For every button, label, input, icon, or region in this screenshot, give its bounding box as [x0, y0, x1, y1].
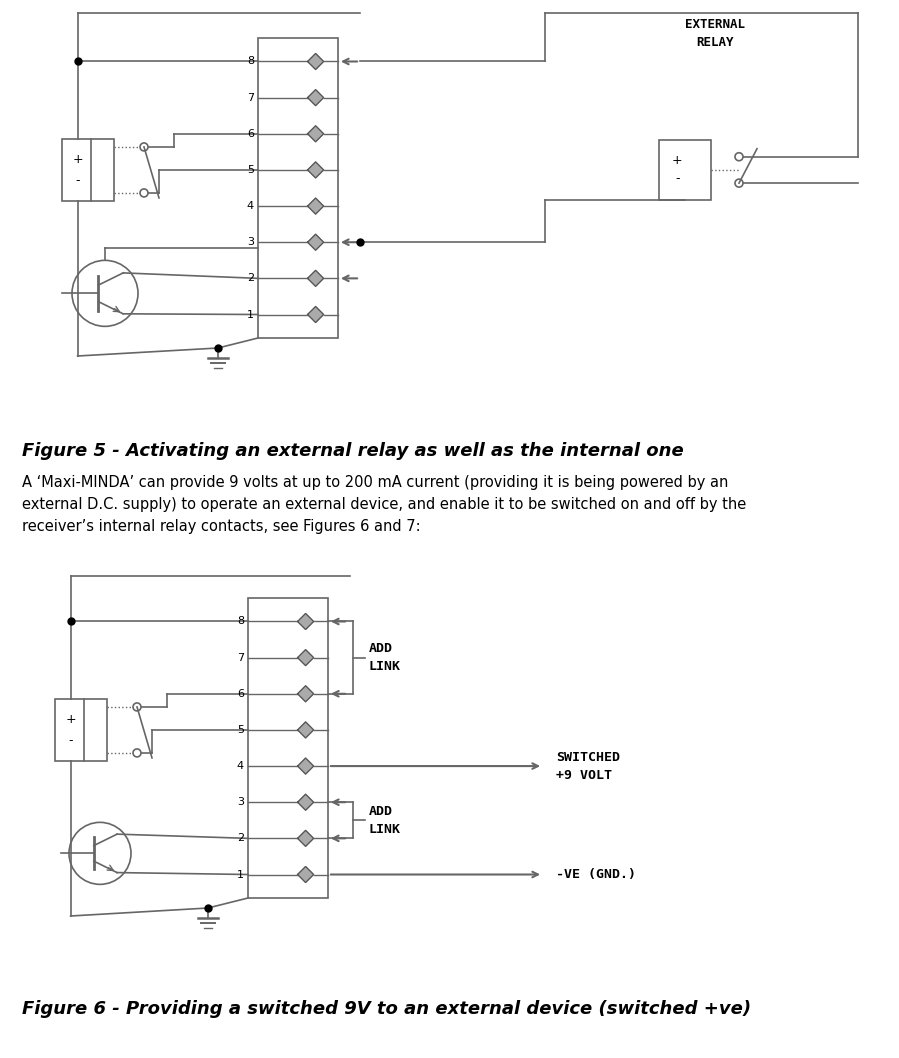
- Text: EXTERNAL: EXTERNAL: [685, 18, 745, 31]
- Text: 4: 4: [247, 201, 254, 212]
- Text: +: +: [72, 153, 83, 166]
- Text: Figure 6 - Providing a switched 9V to an external device (switched +ve): Figure 6 - Providing a switched 9V to an…: [22, 1000, 752, 1018]
- Text: +: +: [672, 154, 682, 167]
- Bar: [55, 699, 107, 761]
- Text: 3: 3: [247, 237, 254, 248]
- Circle shape: [735, 179, 743, 187]
- Text: RELAY: RELAY: [696, 36, 734, 49]
- Polygon shape: [307, 271, 324, 287]
- Bar: [248, 598, 328, 898]
- Polygon shape: [298, 831, 314, 846]
- Text: 2: 2: [236, 834, 244, 843]
- Polygon shape: [298, 614, 314, 630]
- Bar: [62, 139, 114, 201]
- Text: SWITCHED
+9 VOLT: SWITCHED +9 VOLT: [556, 750, 620, 782]
- Text: 5: 5: [237, 725, 244, 735]
- Polygon shape: [307, 198, 324, 214]
- Text: receiver’s internal relay contacts, see Figures 6 and 7:: receiver’s internal relay contacts, see …: [22, 519, 421, 534]
- Polygon shape: [307, 126, 324, 142]
- Polygon shape: [307, 234, 324, 250]
- Text: external D.C. supply) to operate an external device, and enable it to be switche: external D.C. supply) to operate an exte…: [22, 497, 746, 512]
- Polygon shape: [298, 686, 314, 701]
- Text: 8: 8: [236, 617, 244, 626]
- Polygon shape: [298, 650, 314, 665]
- Text: Figure 5 - Activating an external relay as well as the internal one: Figure 5 - Activating an external relay …: [22, 442, 684, 460]
- Text: 4: 4: [236, 761, 244, 771]
- Text: -: -: [675, 172, 680, 185]
- Polygon shape: [307, 54, 324, 70]
- Circle shape: [69, 822, 131, 884]
- Text: +: +: [66, 713, 76, 726]
- Polygon shape: [307, 307, 324, 323]
- Text: A ‘Maxi-MINDA’ can provide 9 volts at up to 200 mA current (providing it is bein: A ‘Maxi-MINDA’ can provide 9 volts at up…: [22, 475, 728, 490]
- Text: 1: 1: [247, 310, 254, 320]
- Polygon shape: [298, 759, 314, 774]
- Text: 3: 3: [237, 798, 244, 807]
- Polygon shape: [307, 162, 324, 178]
- Polygon shape: [298, 722, 314, 737]
- Bar: [659, 140, 711, 200]
- Text: ADD
LINK: ADD LINK: [369, 642, 401, 673]
- Polygon shape: [307, 90, 324, 106]
- Text: 7: 7: [247, 93, 254, 103]
- Text: ADD
LINK: ADD LINK: [369, 805, 401, 836]
- Polygon shape: [298, 795, 314, 810]
- Text: 5: 5: [247, 165, 254, 175]
- Bar: [258, 38, 338, 338]
- Text: 7: 7: [236, 653, 244, 662]
- Text: 2: 2: [247, 273, 254, 284]
- Text: 8: 8: [247, 56, 254, 67]
- Text: -VE (GND.): -VE (GND.): [556, 868, 636, 881]
- Text: -: -: [68, 734, 73, 747]
- Circle shape: [133, 749, 141, 756]
- Circle shape: [735, 152, 743, 161]
- Circle shape: [72, 260, 138, 326]
- Text: 1: 1: [237, 870, 244, 879]
- Circle shape: [140, 143, 148, 151]
- Text: -: -: [76, 174, 80, 187]
- Text: 6: 6: [237, 689, 244, 698]
- Text: 6: 6: [247, 129, 254, 139]
- Circle shape: [133, 703, 141, 711]
- Polygon shape: [298, 867, 314, 882]
- Circle shape: [140, 189, 148, 197]
